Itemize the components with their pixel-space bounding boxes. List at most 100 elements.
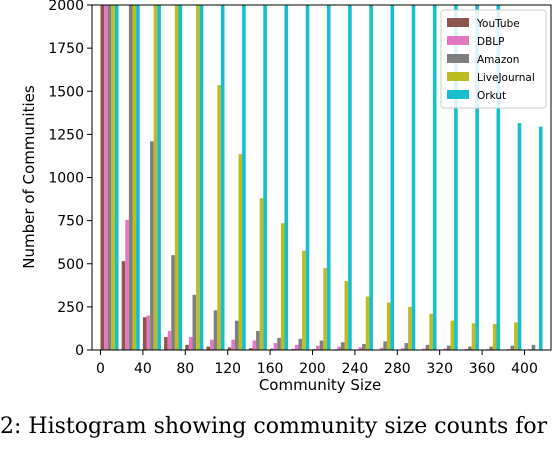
bar-livejournal-bin-300 xyxy=(429,314,433,350)
bar-orkut-bin-300 xyxy=(433,5,437,350)
x-tick-label: 0 xyxy=(96,361,105,377)
x-tick-label: 400 xyxy=(511,361,538,377)
bar-orkut-bin-380 xyxy=(518,123,522,350)
bar-amazon-bin-340 xyxy=(468,347,472,350)
bar-amazon-bin-200 xyxy=(320,341,324,350)
bar-amazon-bin-260 xyxy=(383,341,387,350)
bar-amazon-bin-240 xyxy=(362,344,366,350)
bar-livejournal-bin-140 xyxy=(260,198,264,350)
bar-youtube-bin-100 xyxy=(206,347,210,350)
x-tick-label: 120 xyxy=(214,361,241,377)
legend-swatch-youtube xyxy=(447,18,469,27)
bar-livejournal-bin-0 xyxy=(111,5,115,350)
bar-amazon-bin-220 xyxy=(341,342,345,350)
legend-swatch-orkut xyxy=(447,90,469,99)
bar-youtube-bin-80 xyxy=(185,345,189,350)
x-axis-title: Community Size xyxy=(259,376,381,394)
x-tick-label: 200 xyxy=(299,361,326,377)
bar-amazon-bin-360 xyxy=(489,347,493,350)
bar-orkut-bin-240 xyxy=(369,5,373,350)
legend-label-youtube: YouTube xyxy=(476,18,520,30)
bar-dblp-bin-200 xyxy=(316,346,320,350)
bar-livejournal-bin-120 xyxy=(239,154,243,350)
bar-amazon-bin-0 xyxy=(108,5,112,350)
bar-orkut-bin-0 xyxy=(115,5,119,350)
bar-orkut-bin-220 xyxy=(348,5,352,350)
bar-livejournal-bin-360 xyxy=(493,324,497,350)
legend-label-amazon: Amazon xyxy=(477,54,519,66)
bar-dblp-bin-80 xyxy=(189,337,193,350)
bar-dblp-bin-120 xyxy=(231,340,235,350)
bar-orkut-bin-140 xyxy=(263,5,267,350)
bar-amazon-bin-280 xyxy=(405,343,409,350)
bar-dblp-bin-60 xyxy=(168,331,172,350)
bar-orkut-bin-280 xyxy=(412,5,416,350)
bar-dblp-bin-40 xyxy=(146,316,150,351)
x-tick-label: 40 xyxy=(134,361,152,377)
bar-dblp-bin-160 xyxy=(274,343,278,350)
bar-livejournal-bin-280 xyxy=(408,307,412,350)
bar-dblp-bin-100 xyxy=(210,340,214,350)
bar-amazon-bin-20 xyxy=(129,5,133,350)
bar-livejournal-bin-180 xyxy=(302,251,306,350)
legend-swatch-amazon xyxy=(447,54,469,63)
y-tick-label: 1000 xyxy=(48,171,84,187)
bar-amazon-bin-120 xyxy=(235,321,239,350)
bar-orkut-bin-40 xyxy=(157,5,161,350)
bar-livejournal-bin-340 xyxy=(472,323,476,350)
bar-livejournal-bin-60 xyxy=(175,5,179,350)
bar-livejournal-bin-220 xyxy=(345,281,349,350)
y-tick-label: 2000 xyxy=(48,0,84,14)
bar-dblp-bin-220 xyxy=(337,347,341,350)
bar-amazon-bin-400 xyxy=(532,345,536,350)
bar-dblp-bin-20 xyxy=(125,220,129,350)
bar-livejournal-bin-160 xyxy=(281,223,285,350)
bar-orkut-bin-20 xyxy=(136,5,140,350)
bar-amazon-bin-100 xyxy=(214,310,218,350)
bar-youtube-bin-60 xyxy=(164,337,168,350)
x-tick-label: 280 xyxy=(384,361,411,377)
legend-label-dblp: DBLP xyxy=(477,36,504,48)
x-tick-label: 240 xyxy=(342,361,369,377)
bar-orkut-bin-260 xyxy=(391,5,395,350)
bar-orkut-bin-200 xyxy=(327,5,331,350)
y-tick-label: 1500 xyxy=(48,84,84,100)
legend-swatch-livejournal xyxy=(447,72,469,81)
bar-orkut-bin-180 xyxy=(306,5,310,350)
bar-dblp-bin-140 xyxy=(252,341,256,350)
bar-amazon-bin-300 xyxy=(426,345,430,350)
bar-amazon-bin-60 xyxy=(171,255,175,350)
legend-swatch-dblp xyxy=(447,36,469,45)
y-tick-label: 750 xyxy=(57,214,84,230)
y-axis-title: Number of Communities xyxy=(20,85,38,269)
bar-livejournal-bin-80 xyxy=(196,5,200,350)
y-tick-label: 250 xyxy=(57,300,84,316)
x-tick-label: 160 xyxy=(257,361,284,377)
bar-livejournal-bin-380 xyxy=(514,322,518,350)
bar-orkut-bin-60 xyxy=(179,5,183,350)
bar-livejournal-bin-100 xyxy=(217,85,221,350)
x-tick-label: 320 xyxy=(426,361,453,377)
bar-youtube-bin-0 xyxy=(100,5,104,350)
y-tick-label: 500 xyxy=(57,257,84,273)
bar-livejournal-bin-40 xyxy=(154,5,158,350)
bar-amazon-bin-320 xyxy=(447,346,451,350)
x-tick-label: 360 xyxy=(469,361,496,377)
bar-orkut-bin-100 xyxy=(221,5,225,350)
bar-livejournal-bin-20 xyxy=(132,5,136,350)
x-tick-label: 80 xyxy=(176,361,194,377)
bar-dblp-bin-180 xyxy=(295,345,299,350)
y-tick-label: 1250 xyxy=(48,127,84,143)
bar-livejournal-bin-260 xyxy=(387,303,391,350)
bar-amazon-bin-160 xyxy=(277,338,281,350)
bar-amazon-bin-40 xyxy=(150,141,154,350)
legend-label-orkut: Orkut xyxy=(477,90,506,102)
bar-amazon-bin-80 xyxy=(192,295,196,350)
legend: YouTube DBLP Amazon LiveJournal Orkut xyxy=(441,10,546,108)
y-tick-label: 0 xyxy=(75,343,84,359)
bar-orkut-bin-160 xyxy=(285,5,289,350)
legend-label-livejournal: LiveJournal xyxy=(477,72,535,84)
bar-orkut-bin-120 xyxy=(242,5,246,350)
bar-livejournal-bin-240 xyxy=(366,297,370,350)
